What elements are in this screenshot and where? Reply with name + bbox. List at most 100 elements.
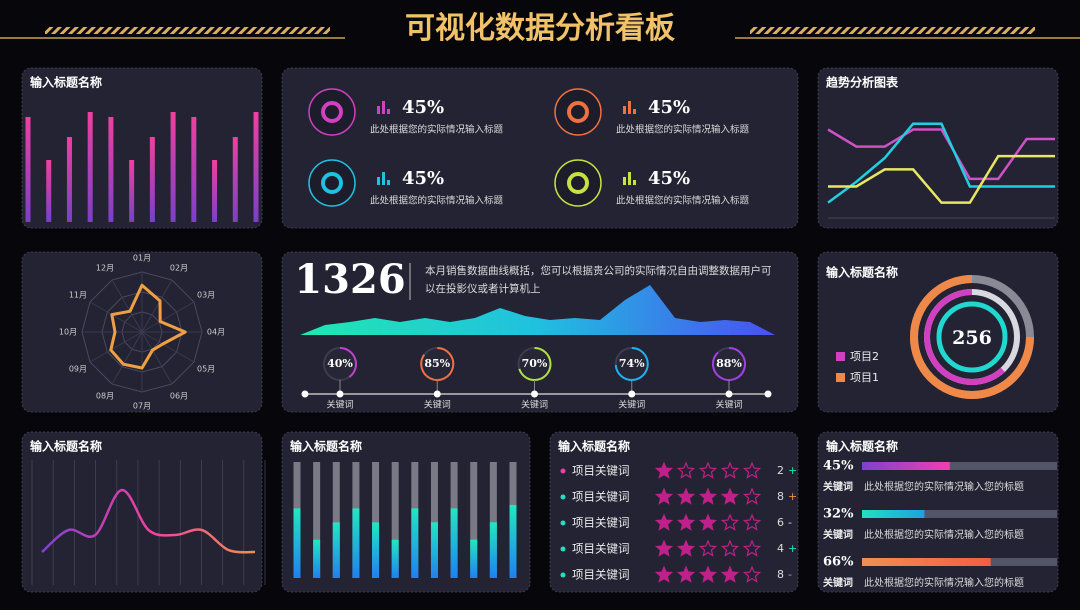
timeline-dot	[725, 390, 733, 398]
star	[720, 461, 740, 479]
progress-category: 关键词	[823, 576, 853, 589]
bar	[170, 112, 176, 222]
panel-title: 输入标题名称	[30, 75, 102, 90]
radar-shape	[109, 283, 187, 370]
stat-glyph	[633, 109, 636, 114]
row-score: 6	[777, 516, 784, 529]
radar-label: 08月	[96, 392, 114, 401]
stat-glyph	[628, 172, 631, 185]
stat-icon	[308, 159, 356, 207]
progress-bar	[862, 558, 991, 566]
column-track	[489, 462, 497, 578]
panel-title: 输入标题名称	[826, 265, 898, 280]
summary-box: 本月销售数据曲线概括，您可以根据贵公司的实际情况自由调整数据用户可以在投影仪或者…	[425, 265, 772, 295]
line	[827, 122, 1055, 204]
summary-value: 1326	[294, 256, 405, 303]
bar	[25, 117, 31, 222]
stat-value: 45%	[402, 97, 444, 118]
star	[654, 461, 674, 479]
row-score: 8	[777, 568, 784, 581]
radar-spoke	[111, 279, 143, 333]
row-dot	[560, 468, 566, 474]
panel	[21, 431, 263, 593]
gauge-arc	[339, 347, 357, 378]
header-stripe	[45, 27, 330, 34]
panel-title: 输入标题名称	[290, 439, 362, 454]
bar	[253, 112, 259, 222]
progress-text: 此处根据您的实际情况输入您的标题	[864, 528, 1024, 541]
progress-bar	[862, 462, 950, 470]
gauge-arc	[518, 347, 552, 381]
stat-icon-inner	[567, 101, 589, 123]
radar-spoke	[141, 331, 195, 363]
star	[698, 565, 718, 583]
radar-label: 05月	[197, 365, 215, 374]
star	[676, 513, 696, 531]
stat-icon	[308, 88, 356, 136]
header-stripe	[750, 27, 1035, 34]
column	[430, 522, 438, 578]
star	[742, 565, 762, 583]
star	[676, 461, 696, 479]
column	[313, 539, 321, 578]
gauge-arc	[614, 347, 649, 381]
stat-glyph	[633, 180, 636, 185]
row-label: 项目关键词	[572, 568, 630, 582]
bar	[46, 160, 52, 222]
progress-track	[862, 510, 1057, 518]
gauge-arc	[712, 347, 746, 381]
page-title: 可视化数据分析看板	[405, 11, 675, 46]
stat-glyph	[387, 180, 390, 185]
stat-value: 45%	[648, 97, 690, 118]
bar	[149, 137, 155, 222]
ring-inner	[936, 301, 1008, 373]
row-trend: +	[788, 542, 797, 555]
stat-icon	[554, 159, 602, 207]
progress-bar	[862, 510, 925, 518]
progress-track	[862, 462, 1057, 470]
column-track	[470, 462, 478, 578]
bar	[66, 137, 72, 222]
star	[654, 539, 674, 557]
row-label: 项目关键词	[572, 490, 630, 504]
radar-label: 01月	[133, 254, 151, 263]
stat-text: 此处根据您的实际情况输入标题	[616, 124, 750, 136]
progress-value: 45%	[823, 459, 854, 474]
timeline-dot	[628, 390, 636, 398]
stat-text: 此处根据您的实际情况输入标题	[370, 195, 504, 207]
progress-category: 关键词	[823, 528, 853, 541]
column	[489, 522, 497, 578]
line	[827, 128, 1055, 181]
gauge-label: 40%	[327, 357, 353, 370]
panel-title: 趋势分析图表	[826, 75, 899, 90]
radar-label: 03月	[197, 291, 215, 300]
row-score: 8	[777, 490, 784, 503]
star	[720, 539, 740, 557]
stars	[654, 513, 762, 531]
radar-spoke	[141, 301, 195, 333]
stat-icon-inner	[321, 101, 343, 123]
gauge-category: 关键词	[424, 399, 451, 411]
gauge-label: 85%	[424, 357, 450, 370]
ring-center: 256	[952, 327, 992, 349]
radar-label: 11月	[69, 291, 87, 300]
star	[698, 461, 718, 479]
stat-icon-inner	[567, 172, 589, 194]
stat-glyph	[623, 106, 626, 114]
panel-title: 输入标题名称	[826, 439, 898, 454]
gauge-label: 70%	[522, 357, 548, 370]
gauge-category: 关键词	[521, 399, 548, 411]
star	[698, 487, 718, 505]
legend-swatch	[836, 373, 845, 382]
progress-value: 32%	[823, 507, 854, 522]
area	[300, 285, 775, 335]
gauge-category: 关键词	[326, 399, 353, 411]
star	[676, 565, 696, 583]
star	[676, 487, 696, 505]
stat-glyph	[377, 177, 380, 185]
radar-label: 12月	[96, 263, 114, 272]
stat-glyph	[387, 109, 390, 114]
gauge-category: 关键词	[715, 399, 742, 411]
progress-value: 66%	[823, 555, 854, 570]
line	[828, 154, 1055, 204]
